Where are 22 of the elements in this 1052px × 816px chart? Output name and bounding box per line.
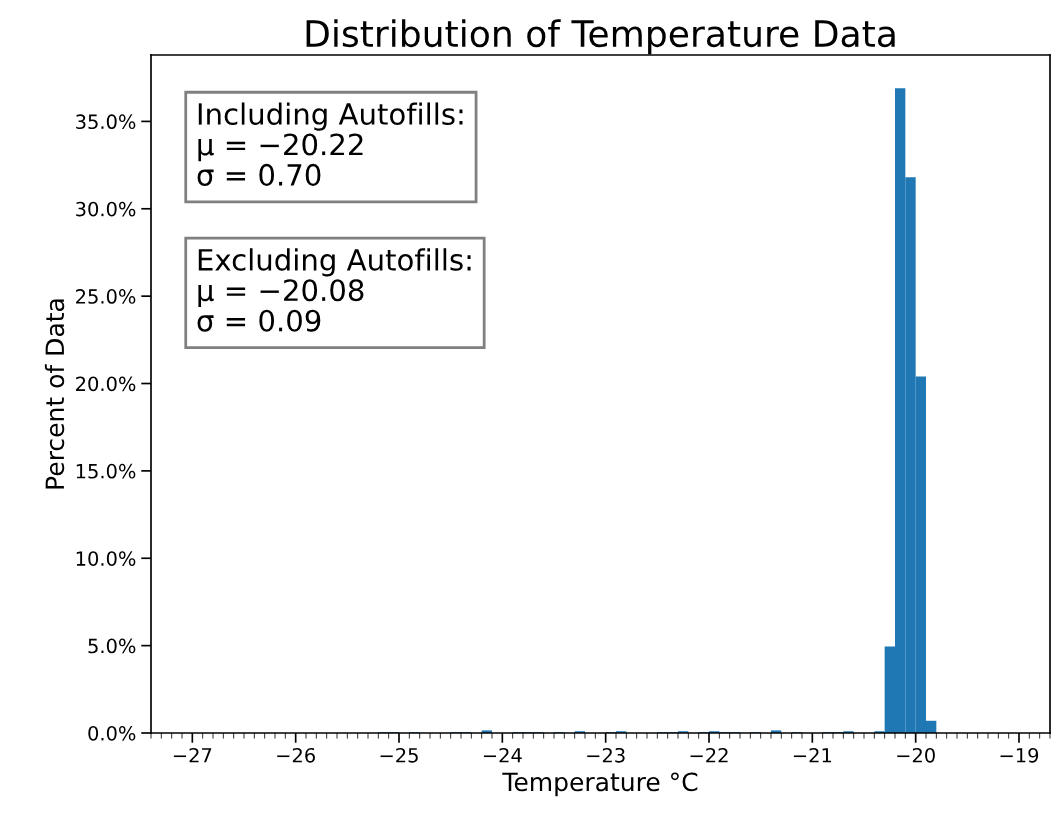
y-tick-label: 35.0% bbox=[76, 114, 136, 130]
y-tick-label: 10.0% bbox=[76, 551, 136, 566]
chart-title: Distribution of Temperature Data bbox=[306, 19, 895, 55]
y-tick-label: 30.0% bbox=[76, 201, 136, 217]
y-tick-label: 15.0% bbox=[76, 463, 136, 479]
x-tick-label: −26 bbox=[277, 747, 315, 763]
x-tick-label: −19 bbox=[1000, 747, 1039, 763]
annotation: Excluding Autofills: μ = −20.08 σ = 0.09 bbox=[197, 248, 471, 332]
x-tick-label: −23 bbox=[587, 747, 625, 763]
y-tick-label: 0.0% bbox=[88, 725, 136, 741]
y-tick-label: 5.0% bbox=[88, 638, 136, 654]
x-tick-label: −22 bbox=[690, 747, 728, 763]
x-tick-label: −20 bbox=[897, 747, 935, 763]
annotation: Including Autofills: μ = −20.22 σ = 0.70 bbox=[197, 102, 463, 186]
y-tick-label: 20.0% bbox=[76, 376, 136, 392]
x-tick-label: −25 bbox=[380, 747, 418, 763]
x-tick-label: −24 bbox=[483, 747, 522, 763]
y-tick-label: 25.0% bbox=[76, 289, 136, 304]
x-tick-label: −21 bbox=[793, 747, 832, 763]
y-axis-title: Percent of Data bbox=[44, 299, 65, 489]
x-axis-title: Temperature °C bbox=[502, 772, 698, 797]
x-tick-label: −27 bbox=[173, 747, 212, 763]
